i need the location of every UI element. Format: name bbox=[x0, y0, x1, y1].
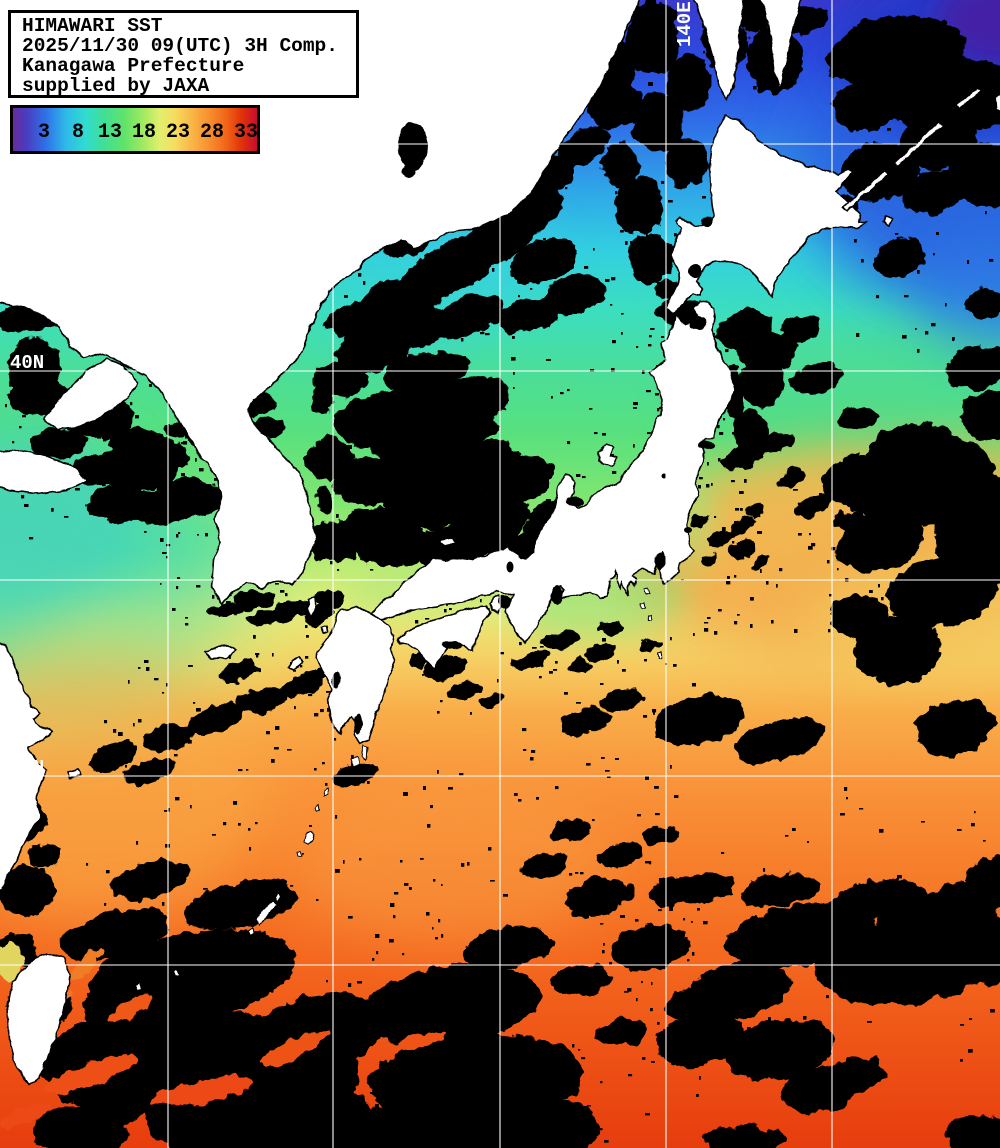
svg-text:30N: 30N bbox=[10, 757, 44, 779]
svg-text:Kanagawa Prefecture: Kanagawa Prefecture bbox=[22, 55, 244, 77]
svg-text:13: 13 bbox=[98, 121, 122, 144]
svg-text:2025/11/30 09(UTC) 3H Comp.: 2025/11/30 09(UTC) 3H Comp. bbox=[22, 35, 338, 57]
svg-text:3: 3 bbox=[38, 121, 50, 144]
svg-text:33: 33 bbox=[234, 121, 258, 144]
svg-text:28: 28 bbox=[200, 121, 224, 144]
svg-text:supplied by JAXA: supplied by JAXA bbox=[22, 75, 210, 97]
svg-text:40N: 40N bbox=[10, 352, 44, 374]
svg-text:8: 8 bbox=[72, 121, 84, 144]
svg-text:140E: 140E bbox=[674, 1, 696, 47]
svg-text:18: 18 bbox=[132, 121, 156, 144]
svg-text:HIMAWARI SST: HIMAWARI SST bbox=[22, 15, 163, 37]
svg-text:23: 23 bbox=[166, 121, 190, 144]
